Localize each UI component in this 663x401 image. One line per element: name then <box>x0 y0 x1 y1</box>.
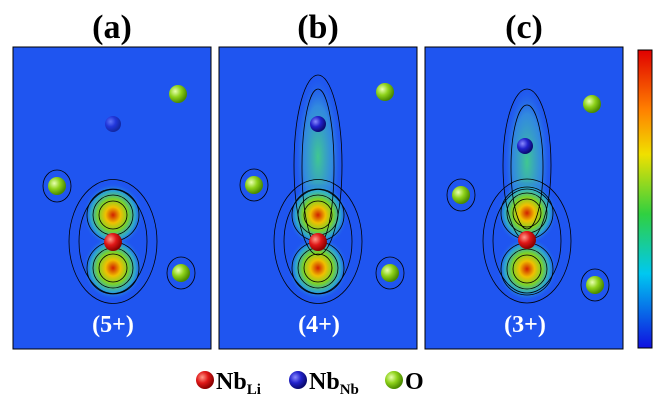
panel-label: (c) <box>505 9 543 46</box>
legend-entry: NbNb <box>309 369 359 398</box>
nb-li-atom <box>104 233 122 251</box>
legend-name: Nb <box>216 369 247 395</box>
legend-marker <box>289 371 307 389</box>
o-atom <box>172 264 190 282</box>
panel-charge: (3+) <box>504 312 546 338</box>
legend-subscript: Nb <box>340 382 359 398</box>
panel-label: (b) <box>297 9 339 46</box>
o-atom <box>586 276 604 294</box>
panel-charge: (4+) <box>298 312 340 338</box>
legend-entry: O <box>405 369 424 395</box>
nb-nb-atom <box>105 116 121 132</box>
legend-subscript: Li <box>247 382 261 398</box>
nb-li-atom <box>518 231 536 249</box>
o-atom <box>169 85 187 103</box>
nb-nb-atom <box>517 138 533 154</box>
panel: (3+) <box>425 47 623 349</box>
page: (5+)(a)(4+)(b)(3+)(c)NbLiNbNbO (() => { … <box>0 0 663 401</box>
o-atom <box>376 83 394 101</box>
nb-li-atom <box>309 233 327 251</box>
o-atom <box>452 186 470 204</box>
o-atom <box>245 176 263 194</box>
legend-marker <box>385 371 403 389</box>
nb-nb-atom <box>310 116 326 132</box>
panel: (4+) <box>219 47 417 349</box>
o-atom <box>48 177 66 195</box>
panel-label: (a) <box>92 9 132 46</box>
legend-name: O <box>405 369 424 395</box>
o-atom <box>381 264 399 282</box>
panel-charge: (5+) <box>92 312 134 338</box>
legend-entry: NbLi <box>216 369 261 398</box>
colorbar <box>638 50 652 348</box>
figure: (5+)(a)(4+)(b)(3+)(c)NbLiNbNbO <box>0 0 663 401</box>
legend-name: Nb <box>309 369 340 395</box>
panel: (5+) <box>13 47 211 349</box>
legend-marker <box>196 371 214 389</box>
o-atom <box>583 95 601 113</box>
